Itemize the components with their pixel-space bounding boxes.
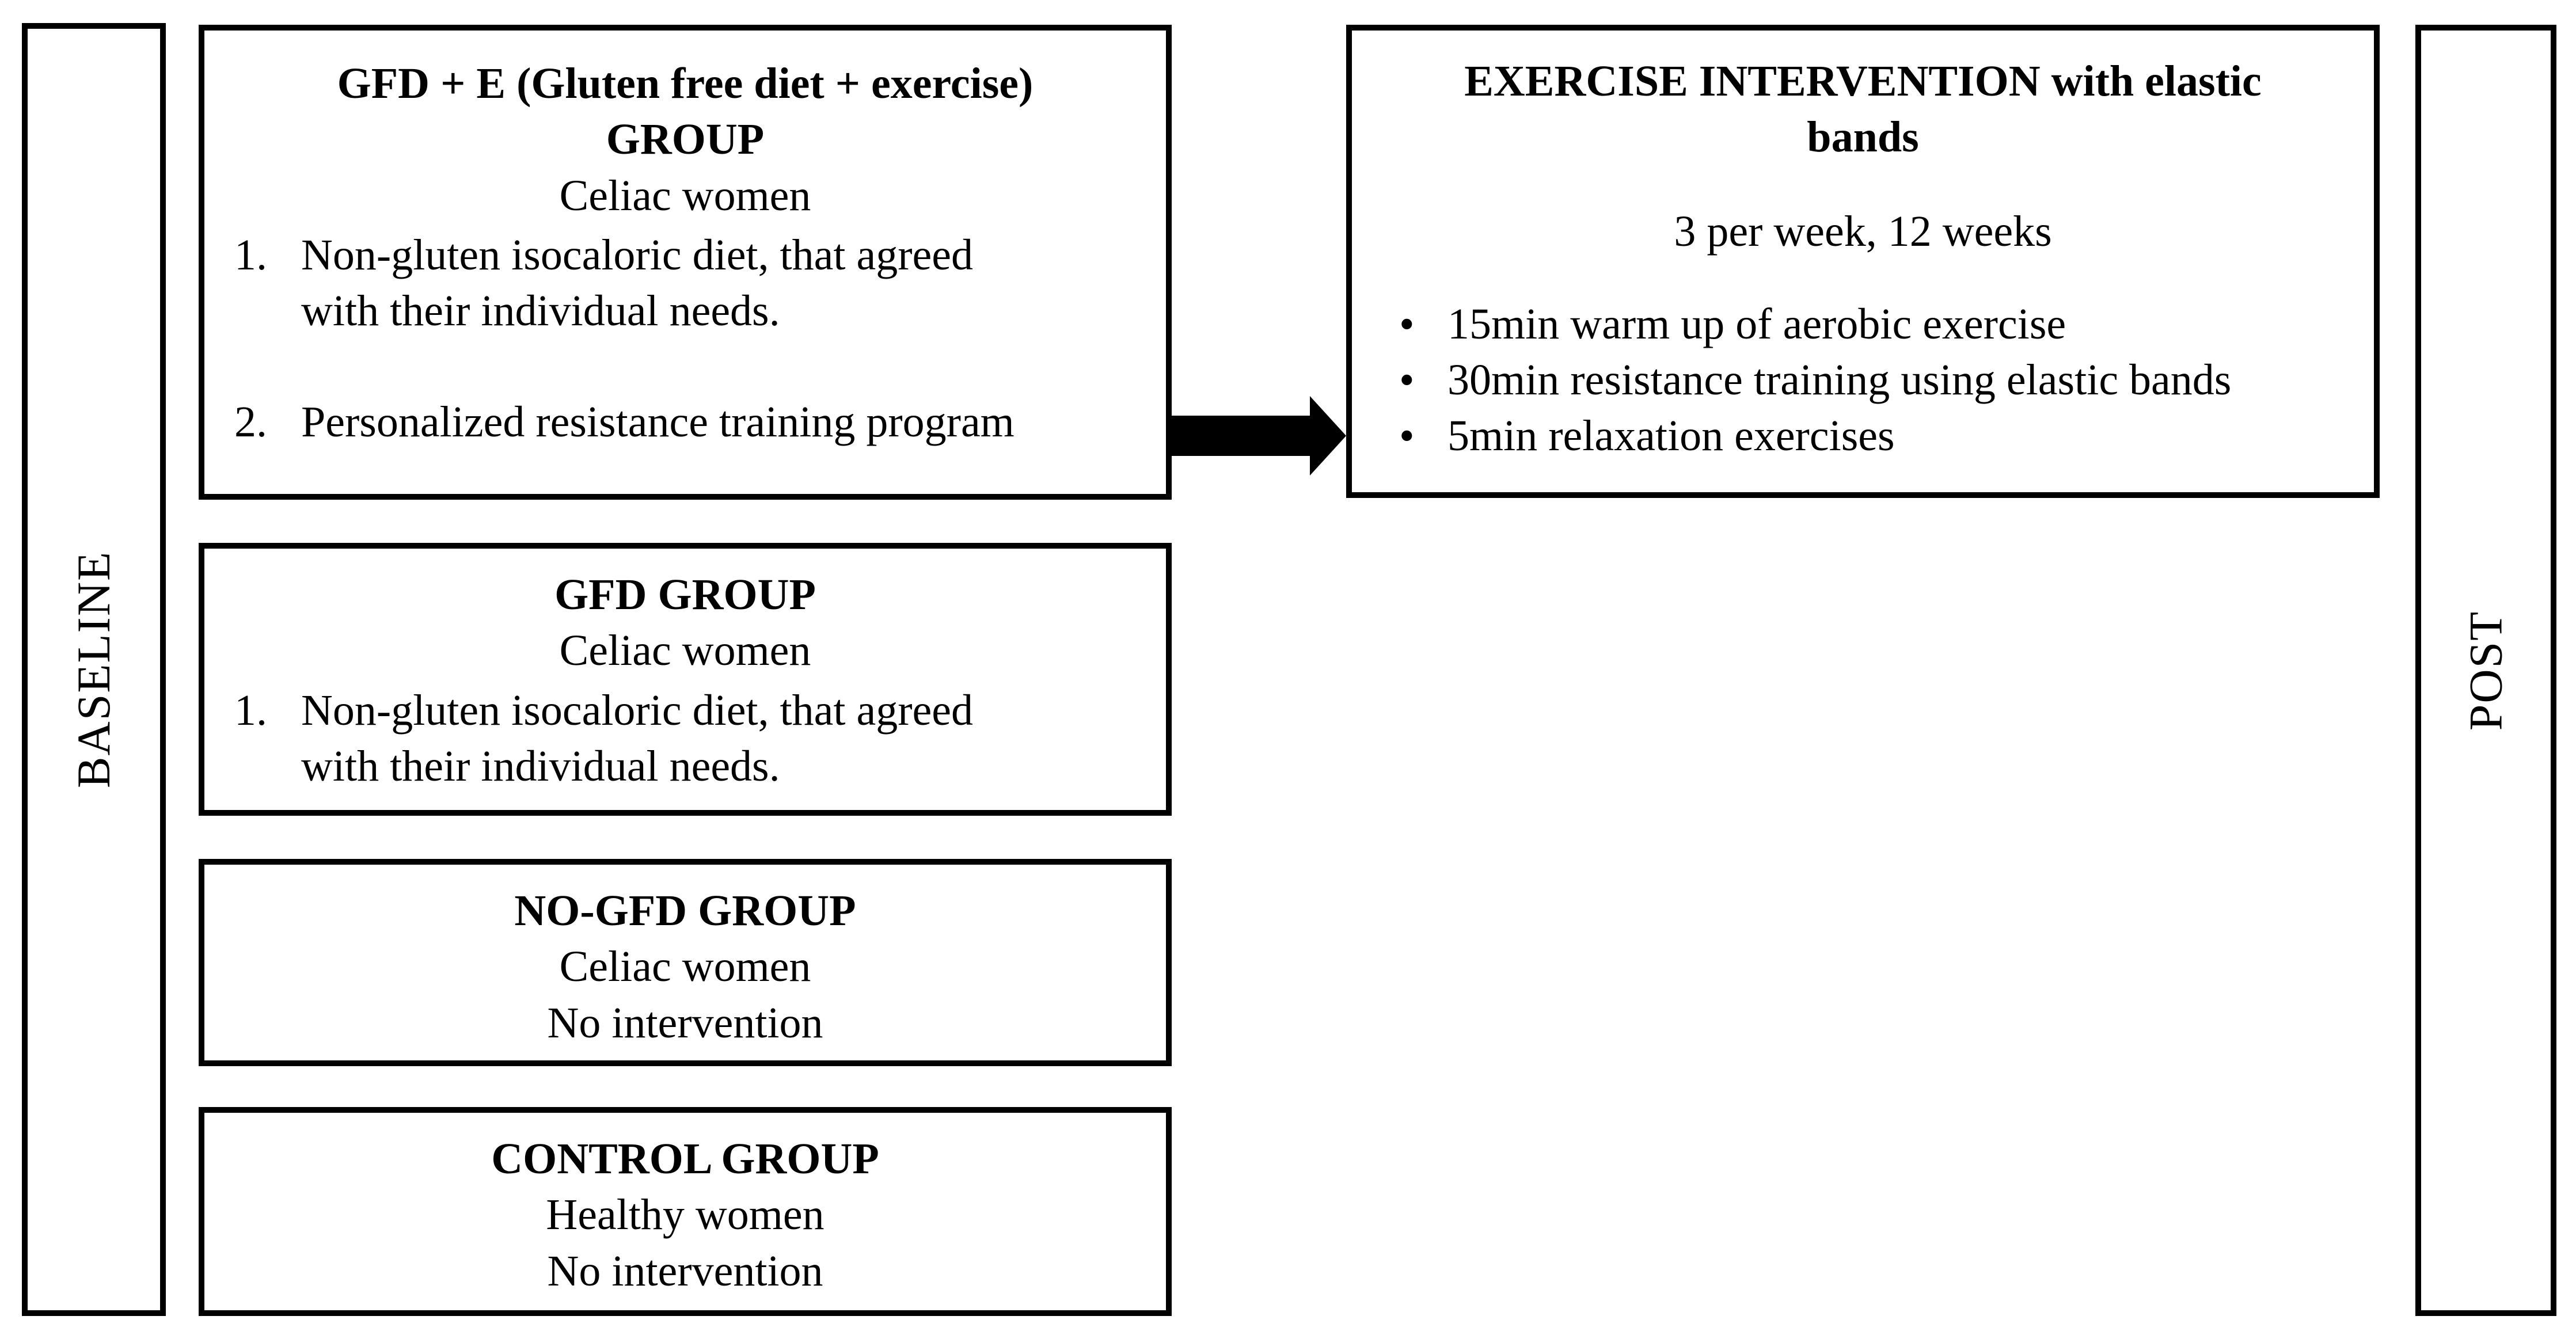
bullet-icon: • bbox=[1399, 356, 1415, 405]
baseline-label: BASELINE bbox=[67, 550, 120, 789]
bullet-icon: • bbox=[1399, 412, 1415, 461]
box-title-line: EXERCISE INTERVENTION with elastic bbox=[1464, 57, 2262, 105]
box-title-line: GFD + E (Gluten free diet + exercise) bbox=[337, 59, 1034, 108]
bullet-text: 15min warm up of aerobic exercise bbox=[1447, 299, 2066, 348]
box-title-line: CONTROL GROUP bbox=[491, 1135, 879, 1183]
box-note: No intervention bbox=[547, 1246, 823, 1295]
box-title-line: GROUP bbox=[606, 115, 765, 164]
post-phase-box: POST bbox=[2415, 25, 2556, 1316]
list-marker: 2. bbox=[234, 398, 267, 447]
list-item: 1. Non-gluten isocaloric diet, that agre… bbox=[204, 227, 1166, 340]
schedule-text: 3 per week, 12 weeks bbox=[1674, 207, 2052, 256]
list-item: • 5min relaxation exercises bbox=[1352, 408, 2374, 464]
bullet-list: • 15min warm up of aerobic exercise • 30… bbox=[1352, 296, 2374, 465]
list-marker: 1. bbox=[234, 686, 267, 735]
box-title-line: GFD GROUP bbox=[554, 570, 816, 619]
box-subtitle: Celiac women bbox=[559, 942, 811, 991]
box-subtitle: Healthy women bbox=[546, 1191, 825, 1239]
exercise-intervention-box: EXERCISE INTERVENTION with elastic bands… bbox=[1346, 25, 2380, 498]
flow-arrow-right-icon bbox=[1172, 396, 1346, 476]
list-item-line: with their individual needs. bbox=[301, 741, 780, 790]
list-item: 2. Personalized resistance training prog… bbox=[204, 394, 1166, 450]
list-item-line: with their individual needs. bbox=[301, 287, 780, 336]
list-marker: 1. bbox=[234, 230, 267, 279]
list-item: • 15min warm up of aerobic exercise bbox=[1352, 296, 2374, 352]
gfd-e-group-box: GFD + E (Gluten free diet + exercise) GR… bbox=[199, 25, 1172, 500]
bullet-text: 5min relaxation exercises bbox=[1447, 412, 1895, 461]
list-item-line: Personalized resistance training program bbox=[301, 398, 1015, 447]
bullet-text: 30min resistance training using elastic … bbox=[1447, 356, 2232, 405]
box-title-line: bands bbox=[1807, 113, 1919, 162]
box-subtitle: Celiac women bbox=[559, 626, 811, 675]
list-item-line: Non-gluten isocaloric diet, that agreed bbox=[301, 230, 974, 279]
box-note: No intervention bbox=[547, 998, 823, 1047]
baseline-phase-box: BASELINE bbox=[22, 23, 166, 1316]
no-gfd-group-box: NO-GFD GROUP Celiac women No interventio… bbox=[199, 859, 1172, 1066]
list-item: • 30min resistance training using elasti… bbox=[1352, 352, 2374, 408]
box-title-line: NO-GFD GROUP bbox=[514, 887, 856, 935]
box-subtitle: Celiac women bbox=[559, 171, 811, 220]
post-label: POST bbox=[2459, 610, 2512, 731]
list-item-line: Non-gluten isocaloric diet, that agreed bbox=[301, 686, 974, 735]
list-item: 1. Non-gluten isocaloric diet, that agre… bbox=[204, 683, 1166, 795]
bullet-icon: • bbox=[1399, 299, 1415, 348]
control-group-box: CONTROL GROUP Healthy women No intervent… bbox=[199, 1107, 1172, 1316]
gfd-group-box: GFD GROUP Celiac women 1. Non-gluten iso… bbox=[199, 543, 1172, 816]
